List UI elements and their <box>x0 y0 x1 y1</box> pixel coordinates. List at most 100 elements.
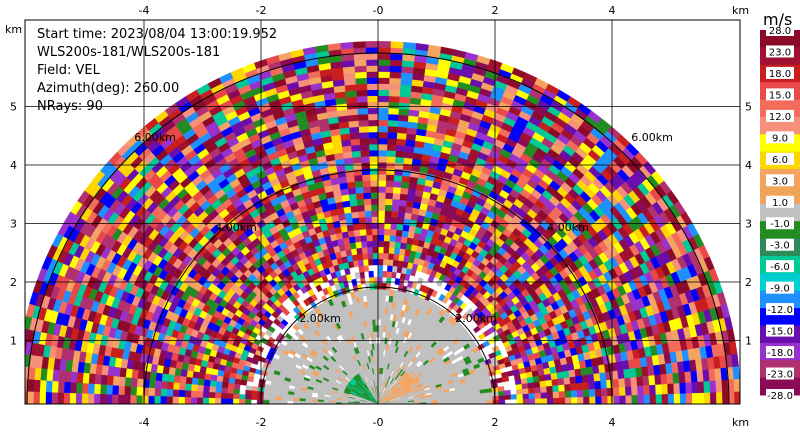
velocity-cell <box>486 395 493 401</box>
velocity-cell <box>660 373 668 385</box>
velocity-cell <box>588 381 596 390</box>
velocity-cell <box>360 234 367 242</box>
velocity-cell <box>582 381 590 390</box>
velocity-cell <box>606 387 614 397</box>
velocity-cell <box>599 371 607 381</box>
velocity-cell <box>393 247 401 255</box>
velocity-cell <box>401 230 409 238</box>
velocity-cell <box>373 294 379 302</box>
velocity-cell <box>348 120 359 128</box>
velocity-cell <box>173 375 181 384</box>
velocity-cell <box>381 295 386 302</box>
velocity-cell <box>607 395 614 404</box>
velocity-cell <box>534 386 542 394</box>
velocity-cell <box>730 353 739 367</box>
velocity-cell <box>370 204 379 211</box>
velocity-cell <box>359 228 367 236</box>
velocity-cell <box>732 365 740 380</box>
velocity-cell <box>577 396 584 404</box>
velocity-cell <box>394 156 405 164</box>
velocity-cell <box>353 229 361 237</box>
velocity-cell <box>387 131 398 139</box>
velocity-cell <box>179 376 187 384</box>
velocity-cell <box>357 210 366 218</box>
velocity-cell <box>380 319 385 326</box>
velocity-cell <box>353 174 363 182</box>
velocity-cell <box>369 168 379 175</box>
velocity-cell <box>384 301 389 309</box>
velocity-cell <box>377 155 387 163</box>
velocity-cell <box>369 180 379 187</box>
velocity-cell <box>649 394 657 404</box>
velocity-cell <box>583 396 590 404</box>
velocity-cell <box>375 325 379 332</box>
velocity-cell <box>400 181 410 189</box>
velocity-cell <box>377 107 389 115</box>
velocity-cell <box>191 377 199 386</box>
velocity-cell <box>385 186 394 194</box>
velocity-cell <box>392 186 401 194</box>
velocity-cell <box>377 301 382 308</box>
velocity-cell <box>354 180 364 188</box>
velocity-cell <box>377 77 390 85</box>
velocity-cell <box>649 384 657 395</box>
velocity-cell <box>397 114 409 122</box>
velocity-cell <box>380 325 384 332</box>
velocity-cell <box>369 289 375 296</box>
velocity-cell <box>704 392 711 404</box>
velocity-cell <box>345 96 358 104</box>
velocity-cell <box>355 89 368 97</box>
velocity-cell <box>545 379 553 387</box>
velocity-cell <box>380 307 385 314</box>
velocity-cell <box>382 258 389 266</box>
velocity-cell <box>377 192 386 199</box>
velocity-cell <box>528 392 536 399</box>
velocity-cell <box>631 385 638 396</box>
velocity-cell <box>395 144 406 152</box>
velocity-cell <box>679 382 687 394</box>
velocity-cell <box>377 71 390 78</box>
velocity-cell <box>594 388 602 397</box>
velocity-cell <box>613 395 621 404</box>
velocity-cell <box>346 181 356 189</box>
velocity-cell <box>595 395 602 404</box>
velocity-cell <box>233 383 241 390</box>
velocity-cell <box>380 313 385 320</box>
velocity-cell <box>363 265 369 272</box>
velocity-cell <box>630 376 638 387</box>
velocity-cell <box>381 301 386 308</box>
velocity-cell <box>360 240 368 248</box>
velocity-cell <box>383 246 390 254</box>
velocity-cell <box>661 393 669 404</box>
velocity-cell <box>384 192 393 200</box>
velocity-cell <box>540 386 548 393</box>
velocity-cell <box>354 272 361 280</box>
velocity-cell <box>400 78 413 86</box>
velocity-cell <box>612 386 620 396</box>
velocity-cell <box>367 95 379 103</box>
velocity-cell <box>399 90 412 98</box>
velocity-cell <box>394 241 401 249</box>
velocity-cell <box>399 193 408 201</box>
velocity-cell <box>348 126 360 134</box>
velocity-cell <box>395 229 403 237</box>
velocity-cell <box>449 390 457 395</box>
velocity-cell <box>385 180 394 188</box>
velocity-cell <box>570 382 578 391</box>
velocity-cell <box>402 224 410 232</box>
velocity-cell <box>491 345 500 353</box>
velocity-cell <box>365 59 379 66</box>
velocity-cell <box>344 169 355 177</box>
velocity-cell <box>642 375 650 386</box>
velocity-cell <box>352 41 366 49</box>
velocity-cell <box>251 386 259 392</box>
velocity-cell <box>360 277 366 285</box>
velocity-cell <box>368 137 379 145</box>
velocity-cell <box>370 192 379 199</box>
velocity-cell <box>637 394 645 404</box>
velocity-cell <box>377 168 387 175</box>
velocity-cell <box>391 204 400 212</box>
velocity-cell <box>654 374 662 385</box>
velocity-cell <box>368 125 379 133</box>
velocity-cell <box>386 271 393 278</box>
